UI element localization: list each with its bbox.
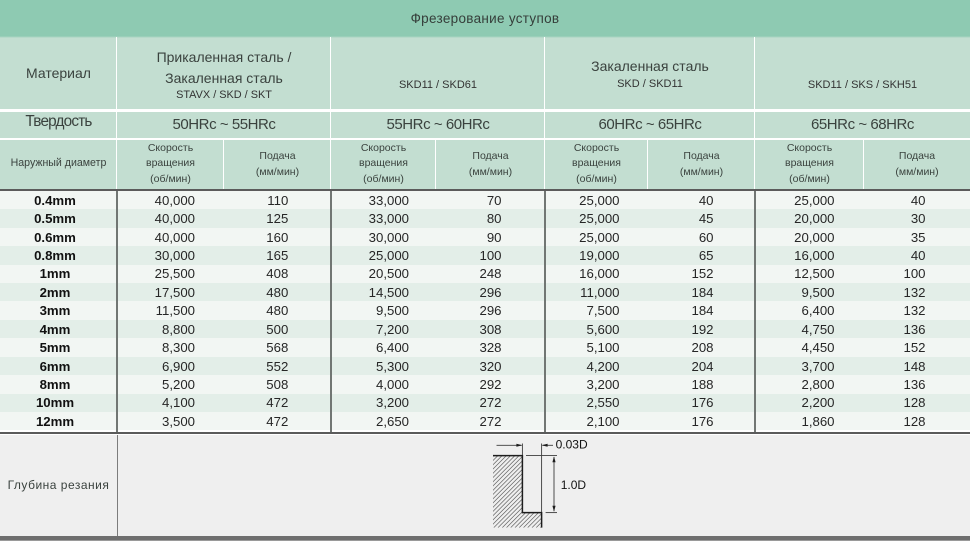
svg-text:0.03D: 0.03D [556, 438, 588, 452]
svg-text:1.0D: 1.0D [561, 478, 587, 492]
